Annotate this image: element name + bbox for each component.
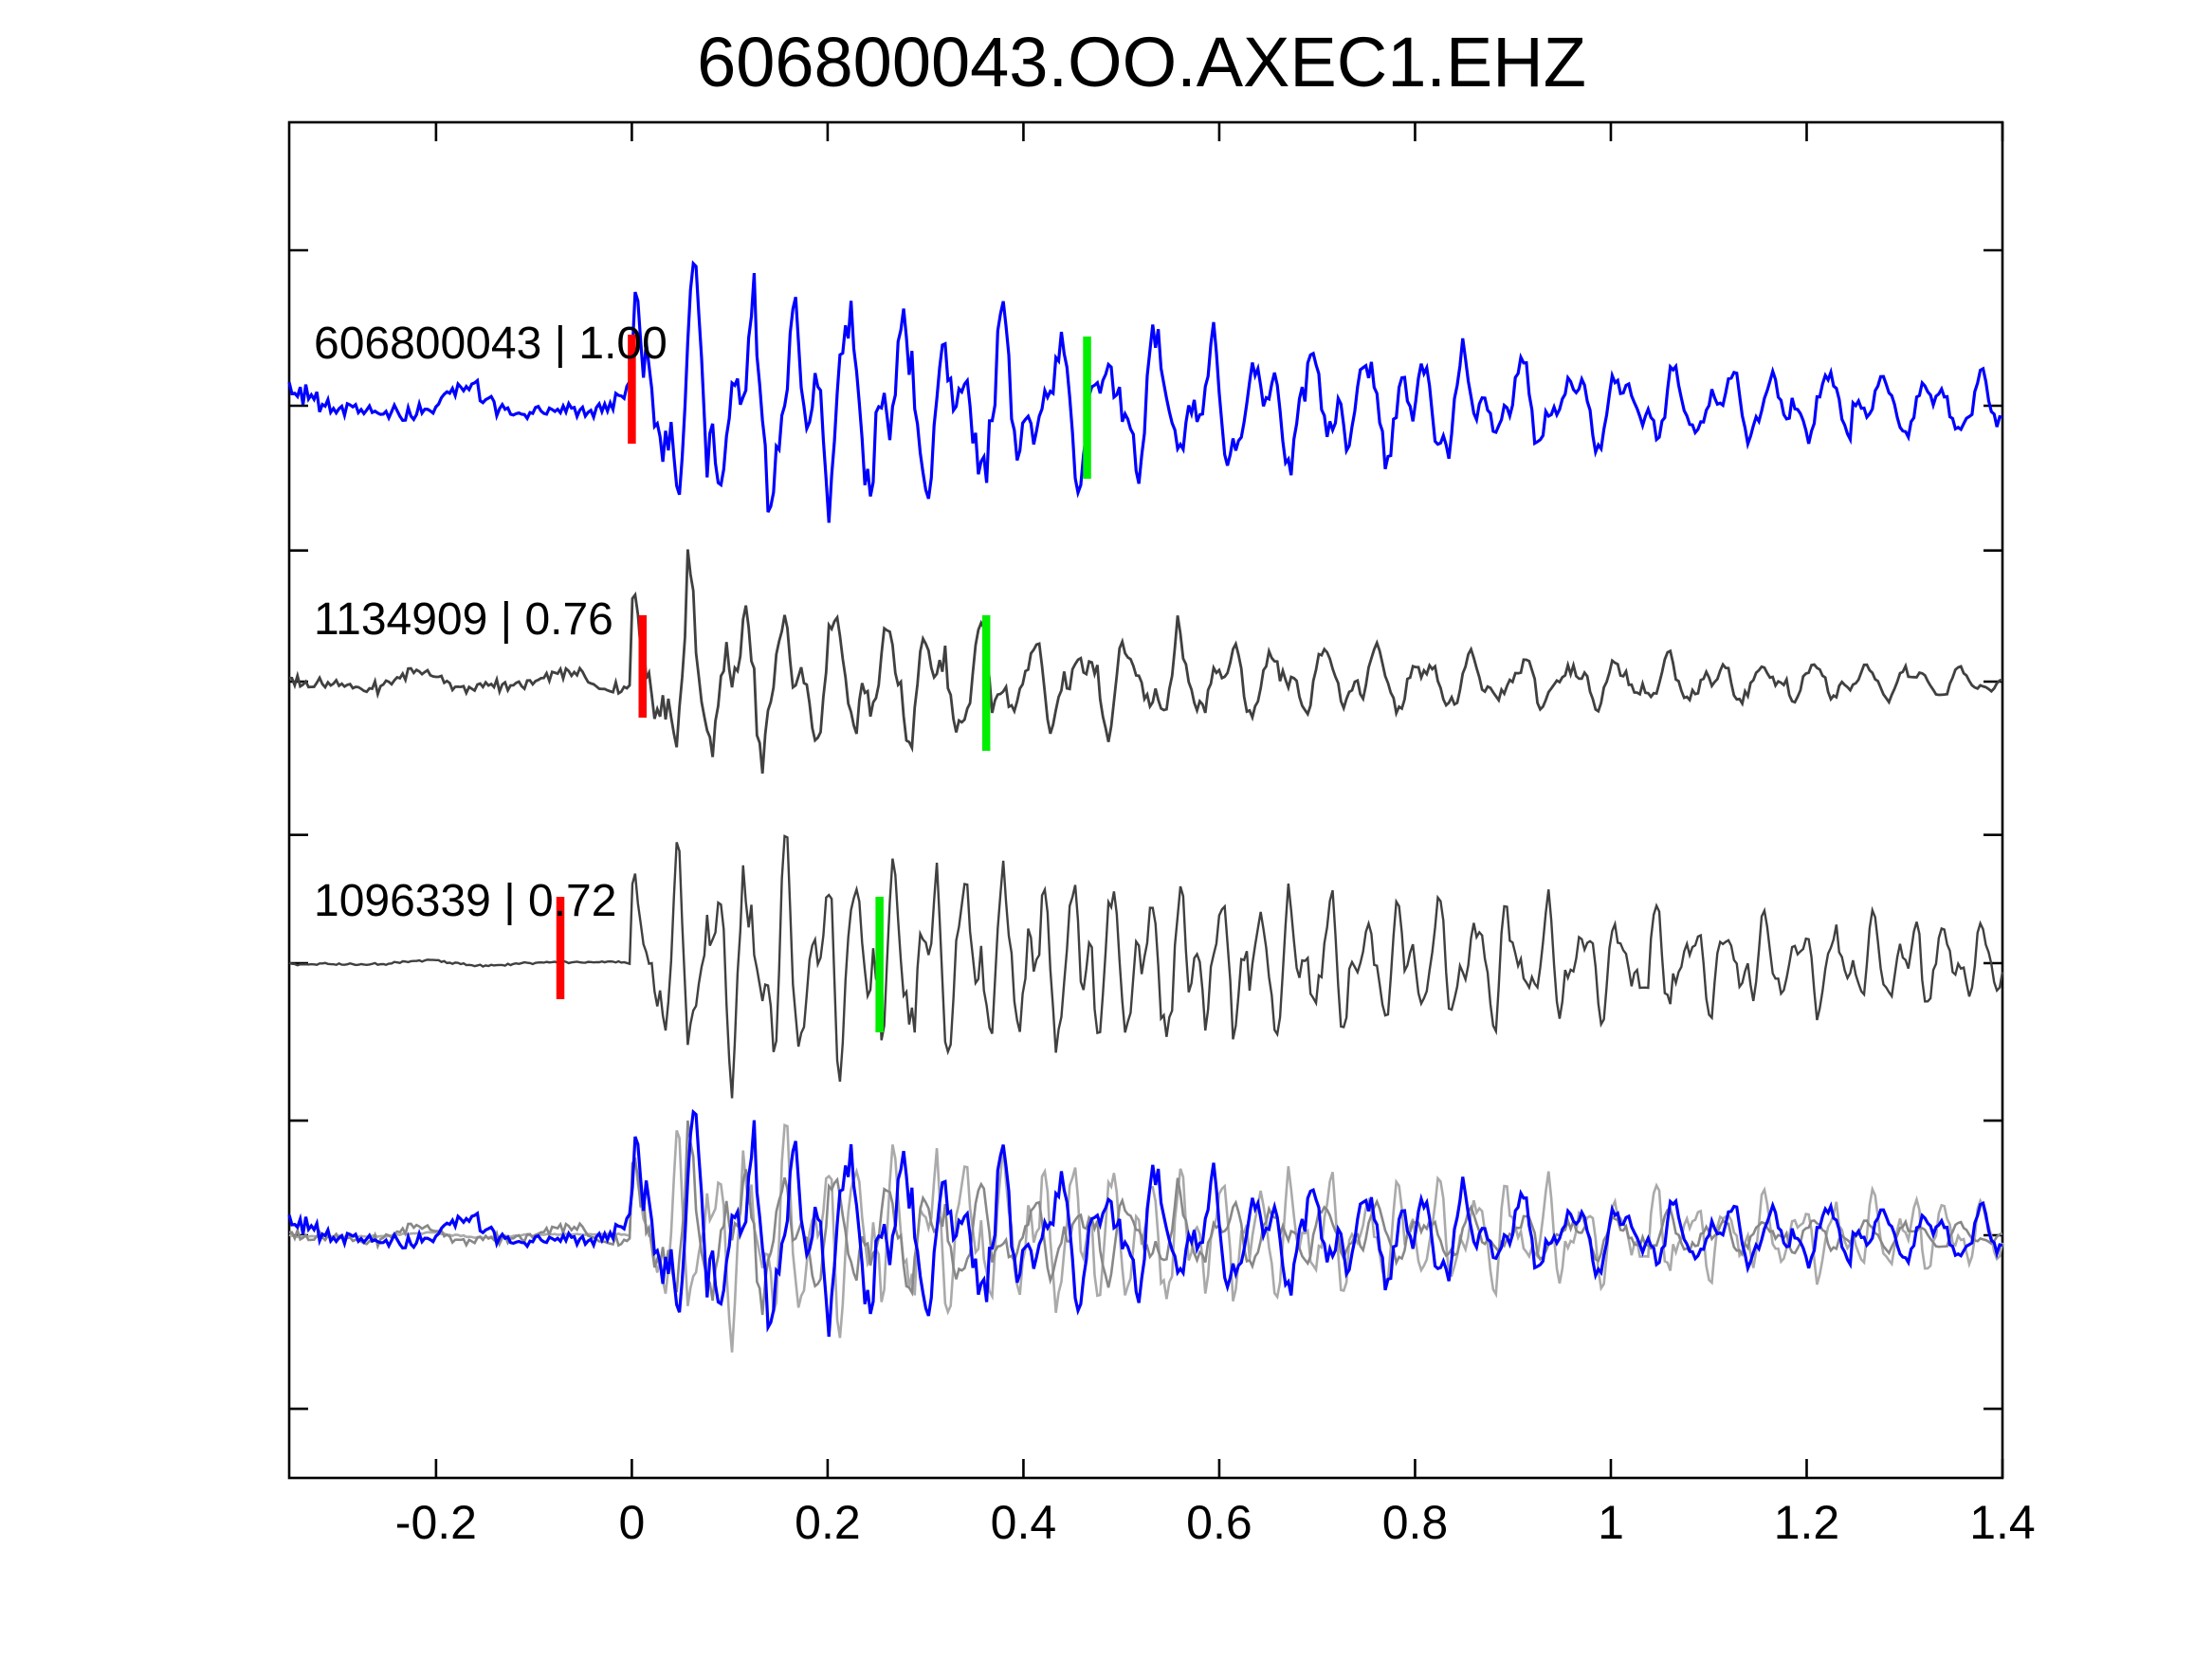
svg-text:0.8: 0.8 xyxy=(1382,1496,1449,1549)
svg-text:0: 0 xyxy=(618,1496,645,1549)
svg-text:1134909 | 0.76: 1134909 | 0.76 xyxy=(314,594,613,645)
svg-text:1.4: 1.4 xyxy=(1969,1496,2036,1549)
svg-text:606800043 | 1.00: 606800043 | 1.00 xyxy=(314,319,667,369)
svg-text:606800043.OO.AXEC1.EHZ: 606800043.OO.AXEC1.EHZ xyxy=(697,23,1586,101)
svg-text:0.4: 0.4 xyxy=(991,1496,1057,1549)
svg-text:1.2: 1.2 xyxy=(1774,1496,1840,1549)
svg-text:1096339 | 0.72: 1096339 | 0.72 xyxy=(314,876,616,926)
svg-text:-0.2: -0.2 xyxy=(395,1496,477,1549)
svg-text:0.2: 0.2 xyxy=(795,1496,861,1549)
svg-text:1: 1 xyxy=(1598,1496,1624,1549)
svg-text:0.6: 0.6 xyxy=(1186,1496,1252,1549)
